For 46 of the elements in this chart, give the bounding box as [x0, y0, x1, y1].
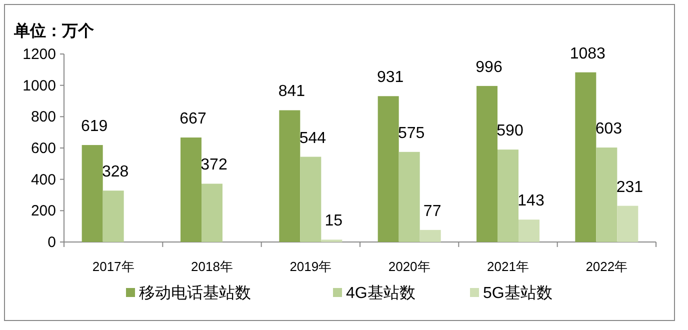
bar	[279, 110, 300, 242]
bar	[476, 86, 498, 242]
bar	[617, 206, 638, 242]
y-tick-label: 400	[30, 171, 56, 188]
data-label: 667	[180, 110, 206, 128]
bar	[102, 190, 124, 242]
bar	[378, 96, 399, 242]
data-label: 544	[299, 130, 326, 147]
data-label: 231	[616, 178, 644, 196]
data-label: 603	[595, 120, 622, 138]
y-tick-label: 800	[30, 108, 56, 126]
data-label: 328	[102, 164, 129, 181]
x-tick-label: 2020年	[388, 259, 430, 274]
data-label: 619	[80, 118, 108, 136]
data-label: 15	[324, 212, 343, 230]
data-label: 841	[278, 83, 306, 100]
bar	[420, 230, 441, 242]
x-tick-label: 2018年	[191, 259, 233, 274]
y-tick-label: 0	[48, 234, 56, 251]
x-tick-label: 2021年	[487, 259, 529, 274]
bar	[202, 184, 222, 242]
data-label: 143	[518, 192, 544, 210]
x-tick-label: 2017年	[92, 259, 134, 274]
x-tick-label: 2022年	[586, 259, 628, 274]
bar	[575, 72, 596, 242]
bar	[180, 138, 202, 242]
data-label: 996	[476, 58, 502, 76]
bar	[596, 148, 618, 242]
legend-label: 4G基站数	[346, 284, 416, 302]
bar	[300, 156, 322, 242]
legend-label: 移动电话基站数	[139, 284, 251, 302]
data-label: 77	[423, 202, 442, 220]
data-label: 1083	[570, 45, 606, 62]
bar	[398, 152, 420, 242]
y-tick-label: 1000	[22, 77, 56, 94]
bar	[518, 220, 540, 242]
y-tick-label: 1200	[22, 46, 56, 63]
chart-title: 单位：万个	[13, 22, 95, 40]
y-tick-label: 200	[30, 202, 56, 220]
bar	[498, 150, 518, 242]
y-tick-label: 600	[30, 140, 56, 157]
data-label: 575	[398, 124, 425, 142]
legend-label: 5G基站数	[483, 284, 552, 302]
x-tick-label: 2019年	[290, 259, 332, 274]
bar	[82, 145, 103, 242]
data-label: 931	[376, 69, 404, 86]
